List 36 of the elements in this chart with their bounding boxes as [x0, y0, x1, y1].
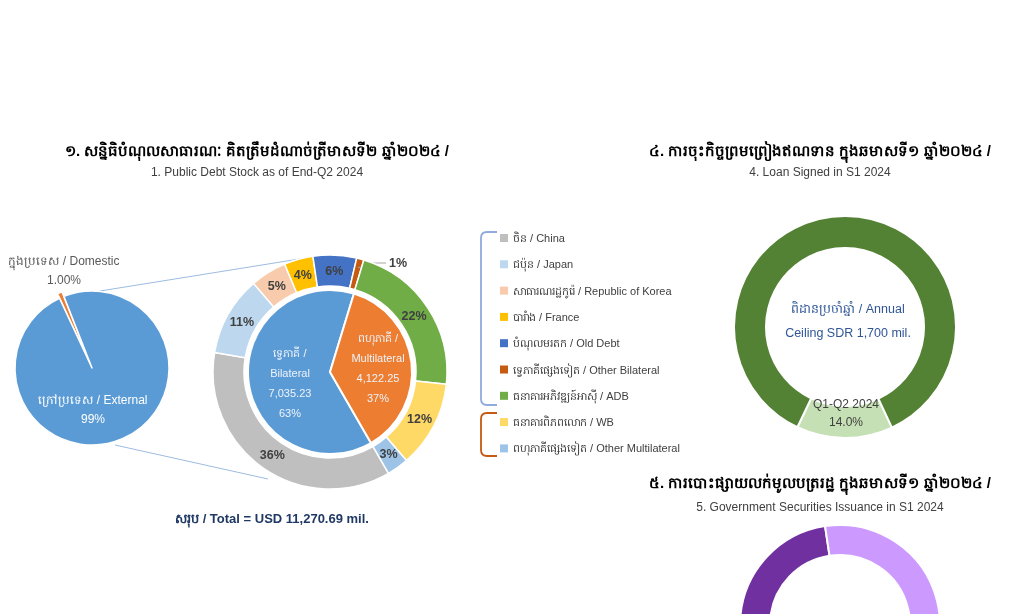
legend-label: សាធារណរដ្ឋកូរ៉េ / Republic of Korea [513, 283, 673, 299]
slice-label: ទ្វេភាគី / Bilateral [270, 346, 310, 379]
data-label: 3% [379, 447, 398, 462]
legend-label: ពហុភាគីផ្សេងទៀត / Other Multilateral [513, 441, 680, 457]
text: ៥. ការបោះផ្សាយលក់មូលបត្ររដ្ឋ ក្នុងឆមាសទី១ ឆ្នាំ២០២៤ / [648, 472, 992, 495]
data-label: 1% [388, 256, 408, 270]
chart-subtitle: 1. Public Debt Stock as of End-Q2 2024 [150, 165, 364, 179]
data-label: 11% [229, 315, 255, 330]
data-label: 36% [259, 447, 285, 462]
data-label: 7,035.23 63% [268, 387, 312, 419]
chart-title: ១. សន្និធិបំណុលសាធារណៈ គិតត្រឹមដំណាច់ត្រីមាសទី២ ឆ្នាំ២០២៤ / [64, 140, 450, 162]
legend-label: ធនាគារអភិវឌ្ឍន៍អាស៊ី / ADB [513, 388, 629, 404]
slice-label: ក្នុងប្រទេស / Domestic [8, 253, 120, 271]
data-label: 4,122.25 37% [356, 372, 400, 404]
data-label: 1.00% [46, 272, 82, 287]
data-label: 14.0% [828, 415, 864, 429]
data-label: 4% [293, 267, 312, 282]
data-label: 6% [325, 264, 344, 279]
legend-label: ធនាគារពិភពលោក / WB [513, 415, 614, 429]
slice-label: ពហុភាគី / Multilateral [351, 331, 405, 364]
legend-label: ជប៉ុន / Japan [513, 257, 574, 273]
legend-label: ចិន / China [513, 231, 566, 244]
slice-label: ក្រៅប្រទេស / External [38, 392, 148, 407]
chart-subtitle: 4. Loan Signed in S1 2024 [749, 165, 892, 179]
text: សរុប / Total = USD 11,270.69 mil. [175, 510, 369, 528]
data-label: 99% [80, 411, 106, 426]
legend-label: បារាំង / France [513, 309, 580, 323]
legend-label: បំណុលមរតក / Old Debt [513, 336, 620, 352]
data-label: 12% [406, 411, 433, 426]
data-label: 22% [401, 309, 427, 324]
data-label: 5% [267, 279, 286, 294]
slice-label: Q1-Q2 2024 [812, 397, 880, 411]
chart-title: ៤. ការចុះកិច្ចព្រមព្រៀងឥណទាន ក្នុងឆមាសទី១ ឆ្នាំ២០២៤ / [648, 140, 992, 163]
legend-label: ទ្វេភាគីផ្សេងទៀត / Other Bilateral [513, 362, 660, 378]
text: ពិដានប្រចាំឆ្នាំ / Annual Ceiling SDR 1,700 mil. [785, 301, 911, 340]
text: 5. Government Securities Issuance in S1 2024 [696, 500, 945, 514]
